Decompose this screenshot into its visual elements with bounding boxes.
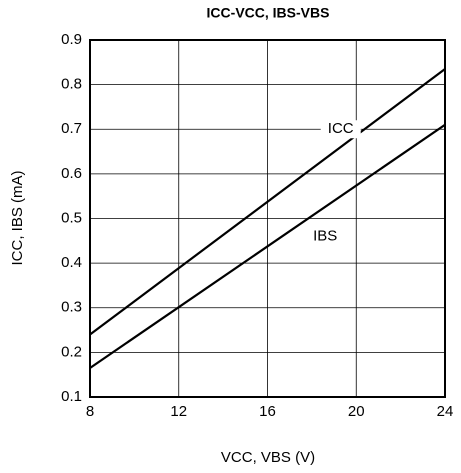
y-tick-label: 0.9 [61, 31, 82, 48]
chart-title: ICC-VCC, IBS-VBS [207, 5, 330, 21]
series-line [89, 68, 446, 336]
y-tick-label: 0.8 [61, 76, 82, 93]
y-tick-label: 0.6 [61, 165, 82, 182]
x-tick-label: 12 [170, 403, 187, 420]
series-line [89, 123, 446, 369]
series-label: ICC [328, 120, 354, 137]
x-tick-label: 20 [348, 403, 365, 420]
plot-frame [89, 39, 446, 398]
y-tick-label: 0.7 [61, 120, 82, 137]
label-bg [320, 120, 361, 139]
series-label: IBS [313, 227, 337, 244]
y-tick-label: 0.2 [61, 343, 82, 360]
y-tick-label: 0.4 [61, 254, 82, 271]
x-tick-label: 16 [259, 403, 276, 420]
y-axis-label: ICC, IBS (mA) [9, 170, 26, 265]
label-bg [305, 227, 346, 246]
y-tick-label: 0.3 [61, 299, 82, 316]
x-tick-label: 24 [437, 403, 454, 420]
y-tick-label: 0.5 [61, 209, 82, 226]
x-axis-label: VCC, VBS (V) [221, 449, 315, 466]
x-tick-label: 8 [86, 403, 94, 420]
y-tick-label: 0.1 [61, 388, 82, 405]
